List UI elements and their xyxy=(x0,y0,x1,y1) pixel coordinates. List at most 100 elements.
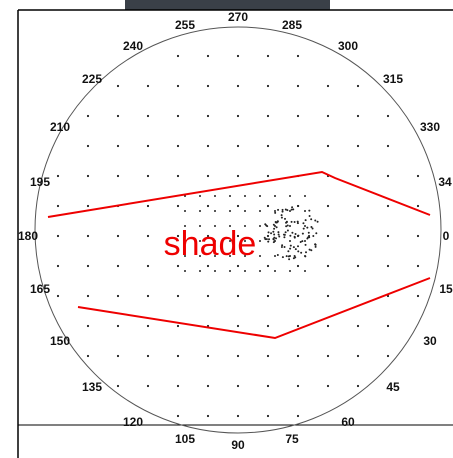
test-point xyxy=(270,232,272,234)
test-point xyxy=(289,225,291,227)
test-point xyxy=(267,115,269,117)
test-point xyxy=(237,295,239,297)
angle-label: 34 xyxy=(438,175,452,189)
test-point xyxy=(273,241,275,243)
test-point xyxy=(286,221,288,223)
test-point xyxy=(87,235,89,237)
test-point xyxy=(177,415,179,417)
test-point xyxy=(297,55,299,57)
test-point xyxy=(387,355,389,357)
test-point xyxy=(291,232,293,234)
angle-label: 270 xyxy=(228,10,248,24)
test-point xyxy=(289,248,291,250)
angle-label: 60 xyxy=(341,415,355,429)
test-point xyxy=(327,385,329,387)
test-point xyxy=(177,55,179,57)
test-point xyxy=(278,236,280,238)
test-point xyxy=(284,246,286,248)
test-point xyxy=(268,238,270,240)
test-point xyxy=(87,265,89,267)
test-point xyxy=(237,385,239,387)
test-point xyxy=(285,231,287,233)
test-point xyxy=(147,265,149,267)
test-point xyxy=(289,235,291,237)
test-point xyxy=(357,175,359,177)
angle-label: 165 xyxy=(30,282,50,296)
test-point xyxy=(147,85,149,87)
test-point xyxy=(117,145,119,147)
test-point xyxy=(304,210,306,212)
test-point xyxy=(278,233,280,235)
test-point xyxy=(283,236,285,238)
test-point xyxy=(177,115,179,117)
angle-label: 75 xyxy=(285,432,299,446)
test-point xyxy=(147,385,149,387)
test-point xyxy=(305,219,307,221)
test-point xyxy=(357,145,359,147)
test-point xyxy=(199,210,201,212)
test-point xyxy=(277,221,279,223)
test-point xyxy=(295,248,297,250)
test-point xyxy=(237,265,239,267)
test-point xyxy=(274,270,276,272)
test-point xyxy=(237,55,239,57)
test-point xyxy=(274,212,276,214)
test-point xyxy=(267,295,269,297)
test-point xyxy=(297,325,299,327)
test-point xyxy=(297,265,299,267)
test-point xyxy=(267,175,269,177)
test-point xyxy=(357,325,359,327)
test-point xyxy=(244,195,246,197)
test-point xyxy=(417,175,419,177)
test-point xyxy=(199,270,201,272)
test-point xyxy=(177,175,179,177)
test-point xyxy=(327,235,329,237)
test-point xyxy=(387,325,389,327)
test-point xyxy=(237,175,239,177)
test-point xyxy=(302,222,304,224)
test-point xyxy=(177,85,179,87)
test-point xyxy=(267,325,269,327)
test-point xyxy=(273,233,275,235)
test-point xyxy=(309,249,311,251)
test-point xyxy=(297,115,299,117)
test-point xyxy=(87,295,89,297)
test-point xyxy=(275,237,277,239)
test-point xyxy=(302,233,304,235)
angle-label: 45 xyxy=(386,380,400,394)
test-point xyxy=(184,270,186,272)
test-point xyxy=(310,226,312,228)
test-point xyxy=(357,115,359,117)
test-point xyxy=(294,255,296,257)
test-point xyxy=(267,385,269,387)
angle-label: 135 xyxy=(82,380,102,394)
test-point xyxy=(259,255,261,257)
test-point xyxy=(417,295,419,297)
test-point xyxy=(297,145,299,147)
test-point xyxy=(207,265,209,267)
angle-label: 330 xyxy=(420,120,440,134)
test-point xyxy=(294,236,296,238)
test-point xyxy=(288,258,290,260)
test-point xyxy=(147,205,149,207)
test-point xyxy=(327,85,329,87)
test-point xyxy=(273,228,275,230)
test-point xyxy=(259,225,261,227)
test-point xyxy=(327,145,329,147)
test-point xyxy=(267,415,269,417)
test-point xyxy=(177,295,179,297)
test-point xyxy=(327,205,329,207)
test-point xyxy=(277,231,279,233)
test-point xyxy=(304,270,306,272)
test-point xyxy=(287,250,289,252)
test-point xyxy=(281,217,283,219)
test-point xyxy=(282,209,284,211)
angle-label: 195 xyxy=(30,175,50,189)
test-point xyxy=(117,235,119,237)
test-point xyxy=(357,295,359,297)
angle-label: 240 xyxy=(123,39,143,53)
test-point xyxy=(237,355,239,357)
test-point xyxy=(303,228,305,230)
test-point xyxy=(284,234,286,236)
test-point xyxy=(417,265,419,267)
